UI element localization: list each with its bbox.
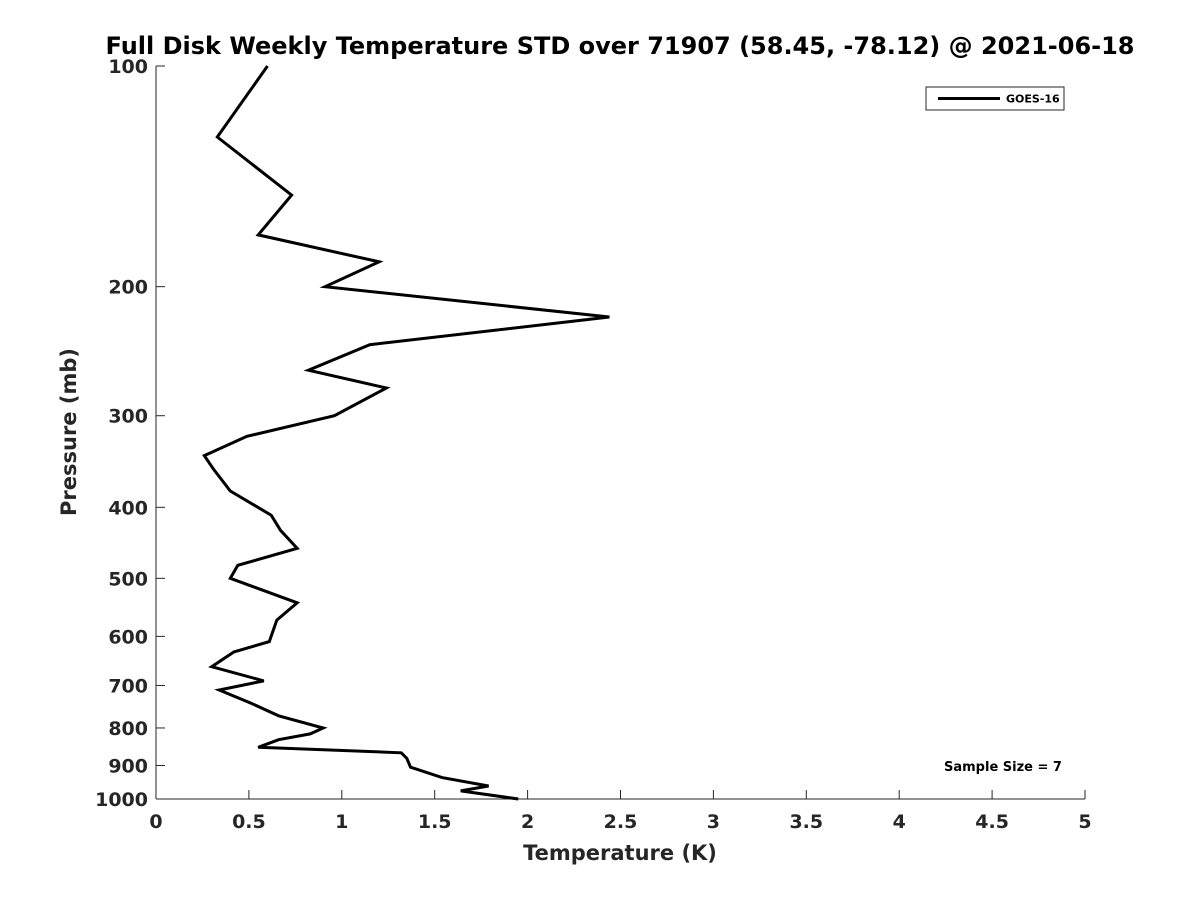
x-tick-label: 1.5 [418, 811, 452, 833]
y-tick-label: 700 [108, 675, 148, 697]
y-axis-label: Pressure (mb) [57, 348, 81, 516]
y-tick-label: 800 [108, 718, 148, 740]
plot-frame [155, 66, 1085, 800]
x-tick-label: 4.5 [975, 811, 1009, 833]
series-line-goes-16 [202, 65, 610, 801]
x-tick-label: 4 [893, 811, 906, 833]
series-layer [202, 65, 610, 801]
x-tick-label: 2.5 [604, 811, 638, 833]
x-tick-label: 3.5 [789, 811, 823, 833]
y-tick-label: 500 [108, 568, 148, 590]
x-axis: 0 0.5 1 1.5 2 2.5 3 3.5 4 4.5 5 [149, 790, 1092, 833]
y-tick-label: 900 [108, 755, 148, 777]
x-tick-label: 0 [149, 811, 162, 833]
x-tick-label: 3 [707, 811, 720, 833]
y-tick-label: 200 [108, 277, 148, 299]
legend: GOES-16 [925, 86, 1065, 111]
chart-title: Full Disk Weekly Temperature STD over 71… [106, 32, 1135, 60]
x-axis-label: Temperature (K) [523, 841, 717, 865]
sample-size-annotation: Sample Size = 7 [944, 760, 1062, 775]
x-tick-label: 0.5 [232, 811, 266, 833]
y-tick-label: 100 [108, 56, 148, 78]
x-tick-label: 5 [1078, 811, 1091, 833]
y-tick-label: 600 [108, 626, 148, 648]
y-tick-label: 400 [108, 497, 148, 519]
y-tick-label: 1000 [95, 789, 148, 811]
x-tick-label: 1 [335, 811, 348, 833]
y-axis: 100 200 300 400 500 600 700 800 900 1000 [95, 56, 165, 811]
x-tick-label: 2 [521, 811, 534, 833]
legend-entry-label: GOES-16 [1006, 93, 1060, 106]
y-tick-label: 300 [108, 406, 148, 428]
